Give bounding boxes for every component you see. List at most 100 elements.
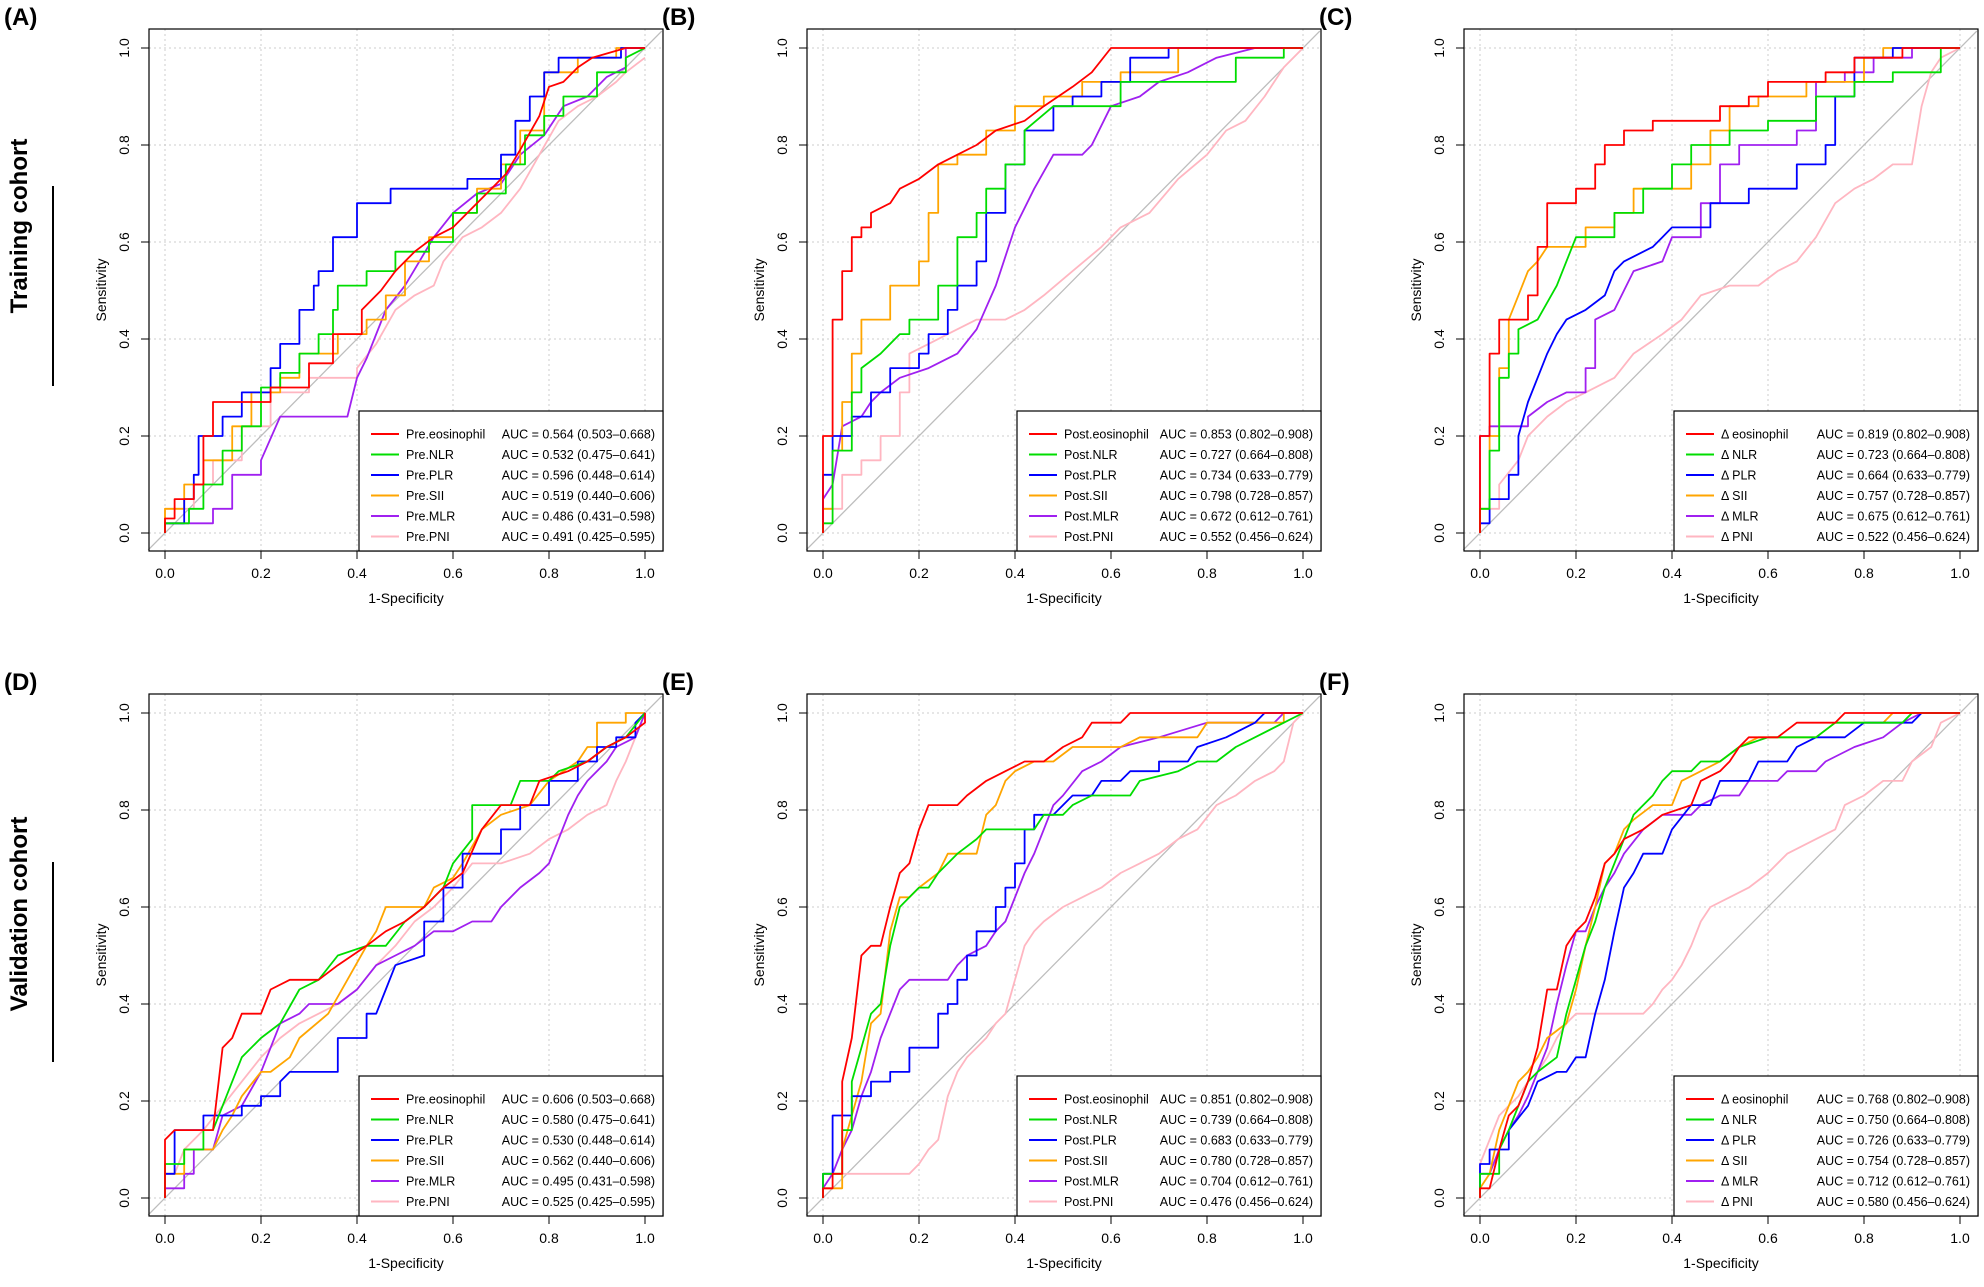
- panel-label: (B): [662, 4, 695, 31]
- roc-curve-2: [1479, 47, 1960, 533]
- roc-curve-6: [822, 712, 1304, 1198]
- y-tick-label: 0.0: [1431, 1188, 1447, 1208]
- legend-series-name: Post.NLR: [1064, 448, 1118, 462]
- legend-auc-value: AUC = 0.754 (0.728–0.857): [1817, 1154, 1970, 1168]
- reference-diagonal: [1462, 30, 1978, 551]
- legend-box: [1016, 410, 1322, 552]
- roc-curve-1: [1479, 712, 1960, 1198]
- y-tick-label: 1.0: [1431, 703, 1447, 723]
- legend-series-name: Δ PNI: [1721, 530, 1753, 544]
- roc-curve-6: [164, 56, 646, 533]
- x-tick-label: 0.6: [1758, 1230, 1778, 1246]
- legend-series-name: Post.NLR: [1064, 1113, 1118, 1127]
- legend-auc-value: AUC = 0.727 (0.664–0.808): [1160, 448, 1313, 462]
- legend-auc-value: AUC = 0.739 (0.664–0.808): [1160, 1113, 1313, 1127]
- x-tick-label: 0.6: [443, 1230, 463, 1246]
- legend-box: [1673, 410, 1979, 552]
- legend-series-name: Post.PNI: [1064, 1195, 1113, 1209]
- roc-curve-3: [164, 712, 646, 1198]
- legend-auc-value: AUC = 0.495 (0.431–0.598): [502, 1175, 655, 1189]
- legend-auc-value: AUC = 0.522 (0.456–0.624): [1817, 530, 1970, 544]
- legend-series-name: Δ PNI: [1721, 1195, 1753, 1209]
- legend-auc-value: AUC = 0.675 (0.612–0.761): [1817, 510, 1970, 524]
- roc-curve-5: [1479, 47, 1960, 533]
- y-tick-label: 0.8: [1431, 135, 1447, 155]
- y-tick-label: 0.0: [1431, 523, 1447, 543]
- panel-label: (F): [1319, 669, 1350, 696]
- x-tick-label: 0.8: [1197, 565, 1217, 581]
- legend-series-name: Δ PLR: [1721, 469, 1756, 483]
- x-tick-label: 0.8: [1854, 565, 1874, 581]
- legend-auc-value: AUC = 0.734 (0.633–0.779): [1160, 469, 1313, 483]
- x-tick-label: 1.0: [635, 565, 655, 581]
- legend-series-name: Pre.PNI: [406, 1195, 450, 1209]
- roc-curve-1: [822, 712, 1303, 1198]
- y-tick-label: 1.0: [116, 38, 132, 58]
- legend-auc-value: AUC = 0.780 (0.728–0.857): [1160, 1154, 1313, 1168]
- panel-label: (E): [662, 669, 694, 696]
- legend-auc-value: AUC = 0.580 (0.456–0.624): [1817, 1195, 1970, 1209]
- y-tick-label: 0.4: [774, 994, 790, 1014]
- y-axis-title: Sensitivity: [1408, 258, 1424, 321]
- y-axis-title: Sensitivity: [93, 923, 109, 986]
- roc-curve-3: [164, 47, 645, 533]
- legend-box: [1673, 1075, 1979, 1217]
- legend-series-name: Post.SII: [1064, 489, 1108, 503]
- legend-series-name: Δ MLR: [1721, 1175, 1759, 1189]
- legend-series-name: Pre.eosinophil: [406, 1093, 485, 1107]
- legend-auc-value: AUC = 0.519 (0.440–0.606): [502, 489, 655, 503]
- legend-series-name: Δ SII: [1721, 1154, 1747, 1168]
- legend-box: [1016, 1075, 1322, 1217]
- y-tick-label: 0.6: [1431, 232, 1447, 252]
- legend-auc-value: AUC = 0.757 (0.728–0.857): [1817, 489, 1970, 503]
- legend-auc-value: AUC = 0.532 (0.475–0.641): [502, 448, 655, 462]
- legend-series-name: Δ PLR: [1721, 1134, 1756, 1148]
- x-axis-title: 1-Specificity: [1683, 590, 1758, 606]
- y-tick-label: 0.2: [1431, 1091, 1447, 1111]
- legend-auc-value: AUC = 0.723 (0.664–0.808): [1817, 448, 1970, 462]
- y-tick-label: 1.0: [774, 38, 790, 58]
- roc-curve-4: [164, 712, 645, 1198]
- x-tick-label: 0.0: [155, 565, 175, 581]
- legend-series-name: Δ NLR: [1721, 448, 1757, 462]
- y-tick-label: 1.0: [774, 703, 790, 723]
- roc-panel-5: (E) 0.0 0.0 0.2 0.2 0.4 0.4 0.6 0.6 0.8 0.8 1.0 1.0 1…: [662, 669, 1322, 1271]
- legend-auc-value: AUC = 0.596 (0.448–0.614): [502, 469, 655, 483]
- panel-label: (A): [4, 4, 37, 31]
- legend-auc-value: AUC = 0.562 (0.440–0.606): [502, 1154, 655, 1168]
- legend-auc-value: AUC = 0.768 (0.802–0.908): [1817, 1093, 1970, 1107]
- legend-auc-value: AUC = 0.853 (0.802–0.908): [1160, 428, 1313, 442]
- legend-auc-value: AUC = 0.851 (0.802–0.908): [1160, 1093, 1313, 1107]
- roc-curve-3: [1479, 712, 1960, 1198]
- legend-series-name: Post.eosinophil: [1064, 428, 1149, 442]
- roc-panel-4: (D) 0.0 0.0 0.2 0.2 0.4 0.4 0.6 0.6 0.8 0.8 1.0 1.0 1…: [4, 669, 664, 1271]
- x-tick-label: 0.0: [813, 565, 833, 581]
- x-tick-label: 0.6: [1101, 1230, 1121, 1246]
- y-tick-label: 0.6: [774, 897, 790, 917]
- roc-curve-2: [164, 47, 646, 533]
- roc-curve-3: [1479, 47, 1960, 533]
- legend-series-name: Pre.eosinophil: [406, 428, 485, 442]
- y-axis-title: Sensitivity: [751, 923, 767, 986]
- legend-box: [358, 1075, 664, 1217]
- legend-series-name: Post.MLR: [1064, 510, 1119, 524]
- row-rule-validation: [52, 862, 54, 1062]
- x-tick-label: 0.8: [1854, 1230, 1874, 1246]
- roc-curve-3: [822, 712, 1303, 1198]
- legend-series-name: Pre.PNI: [406, 530, 450, 544]
- roc-curve-4: [164, 47, 645, 533]
- roc-curve-1: [822, 47, 1303, 533]
- y-tick-label: 0.0: [116, 523, 132, 543]
- x-tick-label: 1.0: [1293, 565, 1313, 581]
- x-tick-label: 0.0: [1470, 1230, 1490, 1246]
- legend-series-name: Post.eosinophil: [1064, 1093, 1149, 1107]
- panel-label: (C): [1319, 4, 1352, 31]
- x-tick-label: 0.2: [1566, 1230, 1586, 1246]
- x-tick-label: 0.6: [1758, 565, 1778, 581]
- x-tick-label: 0.2: [1566, 565, 1586, 581]
- legend-series-name: Pre.PLR: [406, 1134, 453, 1148]
- roc-curve-2: [822, 47, 1303, 533]
- roc-curve-2: [822, 712, 1304, 1198]
- y-tick-label: 0.8: [116, 800, 132, 820]
